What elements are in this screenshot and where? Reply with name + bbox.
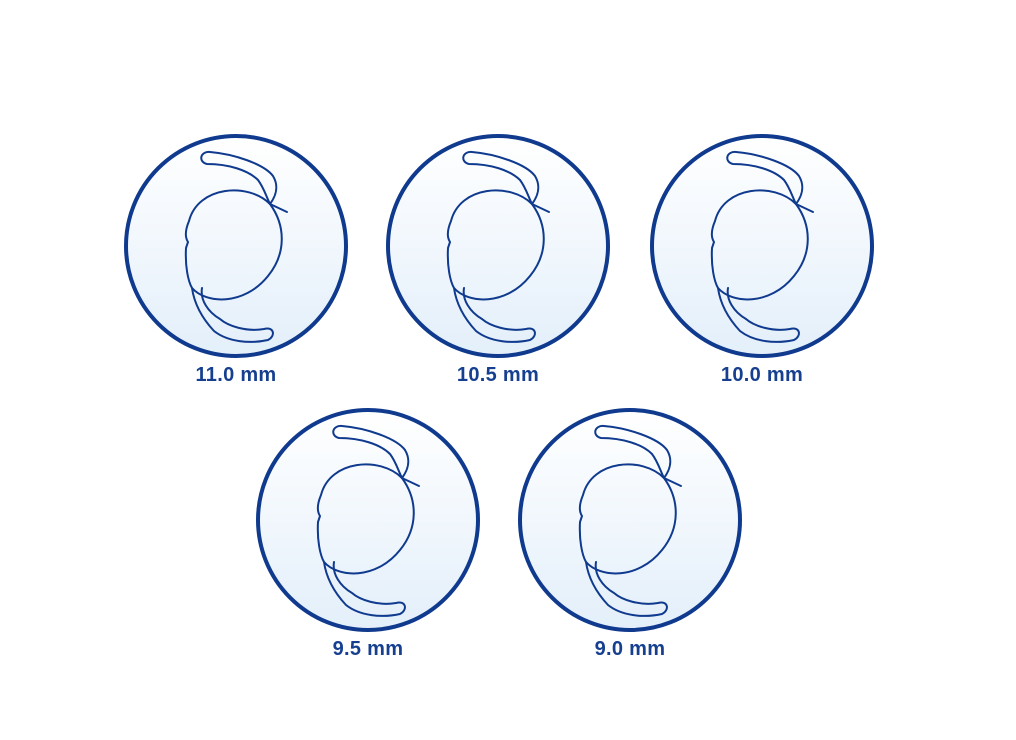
lens-optic	[578, 463, 677, 575]
lens-item-10-0: 10.0 mm	[642, 126, 882, 406]
outer-circle	[650, 134, 874, 358]
intraocular-lens-icon	[256, 408, 480, 632]
size-label: 9.0 mm	[594, 638, 666, 660]
haptic-thread	[401, 477, 420, 487]
outer-circle	[386, 134, 610, 358]
lens-drawing	[710, 150, 814, 343]
lower-haptic	[453, 287, 536, 343]
upper-haptic	[332, 424, 410, 479]
lens-drawing	[316, 424, 420, 617]
haptic-thread	[663, 477, 682, 487]
lens-optic	[446, 189, 545, 301]
lens-item-9-0: 9.0 mm	[510, 400, 750, 680]
upper-haptic	[462, 150, 540, 205]
upper-haptic	[726, 150, 804, 205]
lower-haptic	[717, 287, 800, 343]
lower-haptic	[191, 287, 274, 343]
size-label: 9.5 mm	[332, 638, 404, 660]
haptic-thread	[269, 203, 288, 213]
intraocular-lens-icon	[518, 408, 742, 632]
lens-item-9-5: 9.5 mm	[248, 400, 488, 680]
size-label: 10.5 mm	[456, 364, 540, 386]
lower-haptic	[585, 561, 668, 617]
size-label: 11.0 mm	[195, 364, 277, 386]
intraocular-lens-icon	[124, 134, 348, 358]
lower-haptic	[323, 561, 406, 617]
lens-optic	[316, 463, 415, 575]
intraocular-lens-icon	[386, 134, 610, 358]
lens-item-10-5: 10.5 mm	[378, 126, 618, 406]
intraocular-lens-icon	[650, 134, 874, 358]
lens-optic	[710, 189, 809, 301]
outer-circle	[124, 134, 348, 358]
lens-item-11-0: 11.0 mm	[116, 126, 356, 406]
lens-optic	[184, 189, 283, 301]
outer-circle	[256, 408, 480, 632]
lens-drawing	[184, 150, 288, 343]
size-label: 10.0 mm	[720, 364, 804, 386]
outer-circle	[518, 408, 742, 632]
upper-haptic	[200, 150, 278, 205]
upper-haptic	[594, 424, 672, 479]
lens-drawing	[446, 150, 550, 343]
haptic-thread	[795, 203, 814, 213]
haptic-thread	[531, 203, 550, 213]
lens-drawing	[578, 424, 682, 617]
